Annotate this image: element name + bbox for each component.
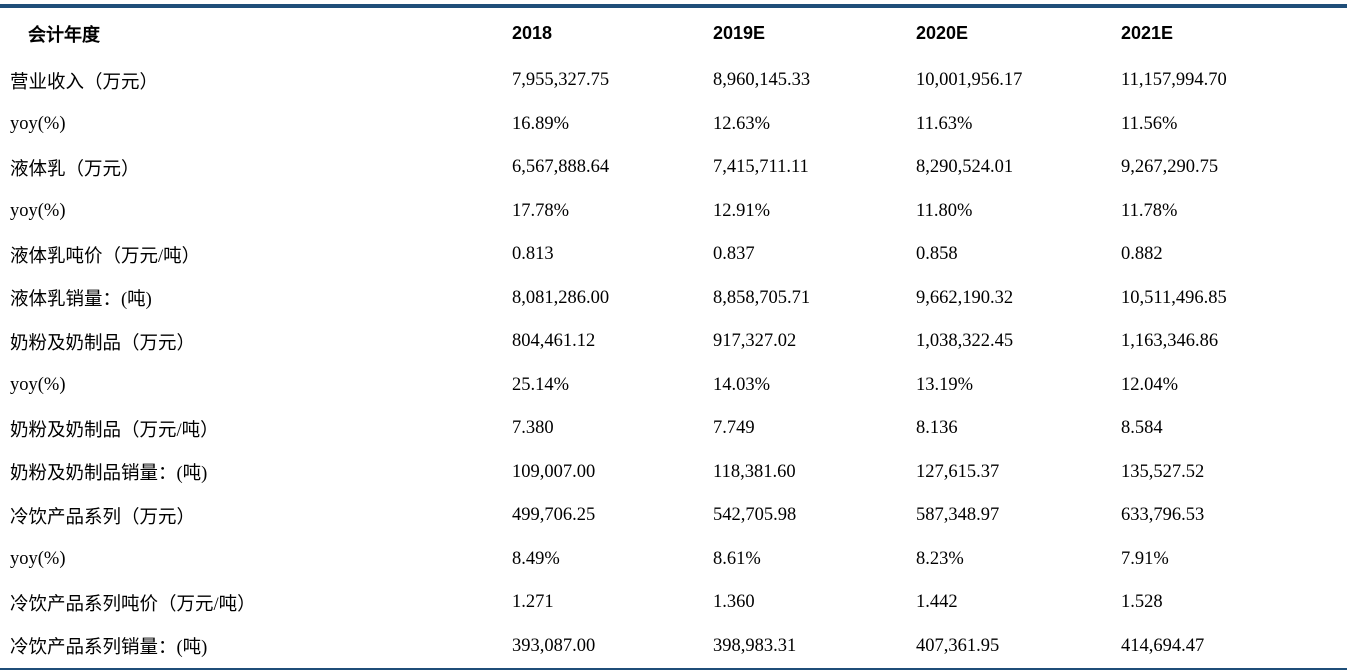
row-label: 奶粉及奶制品（万元/吨） xyxy=(10,420,219,441)
table-row: 奶粉及奶制品（万元/吨） 7.380 7.749 8.136 8.584 xyxy=(0,407,1347,451)
table-cell: 542,705.98 xyxy=(713,505,797,526)
row-label: 冷饮产品系列吨价（万元/吨） xyxy=(10,594,256,615)
table-cell: 16.89% xyxy=(512,113,570,134)
table-cell: 7,955,327.75 xyxy=(512,70,610,91)
row-label: 奶粉及奶制品（万元） xyxy=(10,333,196,354)
table-cell: 9,662,190.32 xyxy=(916,287,1014,308)
table-cell: 1.442 xyxy=(916,592,958,613)
table-cell: 414,694.47 xyxy=(1121,635,1205,656)
table-cell: 11.80% xyxy=(916,200,973,221)
table-header-row: 会计年度 2018 2019E 2020E 2021E xyxy=(0,8,1347,59)
table-cell: 499,706.25 xyxy=(512,505,596,526)
row-label: 冷饮产品系列（万元） xyxy=(10,507,196,528)
table-cell: 11.56% xyxy=(1121,113,1178,134)
row-label: yoy(%) xyxy=(10,113,66,134)
table-cell: 407,361.95 xyxy=(916,635,1000,656)
table-row: yoy(%) 17.78% 12.91% 11.80% 11.78% xyxy=(0,190,1347,234)
table-row: 液体乳销量：(吨) 8,081,286.00 8,858,705.71 9,662,1… xyxy=(0,277,1347,321)
table-cell: 11,157,994.70 xyxy=(1121,70,1227,91)
table-row: 奶粉及奶制品销量：(吨) 109,007.00 118,381.60 127,615.… xyxy=(0,451,1347,495)
row-label: 营业收入（万元） xyxy=(10,72,159,93)
table-row: 液体乳（万元） 6,567,888.64 7,415,711.11 8,290,524… xyxy=(0,146,1347,190)
table-cell: 118,381.60 xyxy=(713,461,796,482)
row-label: 液体乳销量：(吨) xyxy=(10,290,152,311)
table-row: 营业收入（万元） 7,955,327.75 8,960,145.33 10,001,9… xyxy=(0,59,1347,103)
row-label: yoy(%) xyxy=(10,548,66,569)
header-fiscal-year: 会计年度 xyxy=(28,24,100,45)
table-row: 冷饮产品系列（万元） 499,706.25 542,705.98 587,348.97… xyxy=(0,494,1347,538)
table-cell: 12.04% xyxy=(1121,374,1179,395)
table-row: 冷饮产品系列吨价（万元/吨） 1.271 1.360 1.442 1.528 xyxy=(0,581,1347,625)
table-cell: 12.91% xyxy=(713,200,771,221)
table-cell: 587,348.97 xyxy=(916,505,1000,526)
row-label: 液体乳吨价（万元/吨） xyxy=(10,246,201,267)
table-cell: 25.14% xyxy=(512,374,570,395)
table-cell: 14.03% xyxy=(713,374,771,395)
table-cell: 7.749 xyxy=(713,418,755,439)
table-cell: 1,038,322.45 xyxy=(916,331,1014,352)
table-cell: 10,511,496.85 xyxy=(1121,287,1227,308)
forecast-table: 会计年度 2018 2019E 2020E 2021E 营业收入（万元） 7,95… xyxy=(0,4,1347,670)
header-2021e: 2021E xyxy=(1121,23,1174,43)
table-cell: 0.858 xyxy=(916,244,958,265)
table-cell: 127,615.37 xyxy=(916,461,1000,482)
table-row: 冷饮产品系列销量：(吨) 393,087.00 398,983.31 407,361.… xyxy=(0,625,1347,669)
header-2018: 2018 xyxy=(512,23,553,43)
table-cell: 0.813 xyxy=(512,244,554,265)
row-label: 液体乳（万元） xyxy=(10,159,140,180)
table-cell: 7.380 xyxy=(512,418,554,439)
table-cell: 398,983.31 xyxy=(713,635,797,656)
table-cell: 10,001,956.17 xyxy=(916,70,1023,91)
table-cell: 7.91% xyxy=(1121,548,1169,569)
table-cell: 11.63% xyxy=(916,113,973,134)
table-cell: 8,960,145.33 xyxy=(713,70,811,91)
table-row: yoy(%) 8.49% 8.61% 8.23% 7.91% xyxy=(0,538,1347,582)
table-cell: 393,087.00 xyxy=(512,635,596,656)
table-cell: 0.837 xyxy=(713,244,755,265)
table-cell: 135,527.52 xyxy=(1121,461,1205,482)
table-cell: 1.528 xyxy=(1121,592,1163,613)
table-cell: 8.49% xyxy=(512,548,560,569)
table-cell: 8.61% xyxy=(713,548,761,569)
table-cell: 109,007.00 xyxy=(512,461,596,482)
table-cell: 804,461.12 xyxy=(512,331,596,352)
table-cell: 1,163,346.86 xyxy=(1121,331,1219,352)
header-2020e: 2020E xyxy=(916,23,969,43)
table-cell: 1.360 xyxy=(713,592,755,613)
table-cell: 11.78% xyxy=(1121,200,1178,221)
table-cell: 8.23% xyxy=(916,548,964,569)
row-label: 冷饮产品系列销量：(吨) xyxy=(10,638,208,659)
table-cell: 8,290,524.01 xyxy=(916,157,1014,178)
table-cell: 13.19% xyxy=(916,374,974,395)
table-cell: 633,796.53 xyxy=(1121,505,1205,526)
table-cell: 8.136 xyxy=(916,418,958,439)
table-cell: 1.271 xyxy=(512,592,554,613)
table-cell: 8,858,705.71 xyxy=(713,287,811,308)
row-label: 奶粉及奶制品销量：(吨) xyxy=(10,464,208,485)
table-row: yoy(%) 16.89% 12.63% 11.63% 11.56% xyxy=(0,103,1347,147)
row-label: yoy(%) xyxy=(10,374,66,395)
table-cell: 8,081,286.00 xyxy=(512,287,610,308)
table-row: 液体乳吨价（万元/吨） 0.813 0.837 0.858 0.882 xyxy=(0,233,1347,277)
row-label: yoy(%) xyxy=(10,200,66,221)
table-row: 奶粉及奶制品（万元） 804,461.12 917,327.02 1,038,322.… xyxy=(0,320,1347,364)
table-row: yoy(%) 25.14% 14.03% 13.19% 12.04% xyxy=(0,364,1347,408)
table-cell: 0.882 xyxy=(1121,244,1163,265)
table-cell: 12.63% xyxy=(713,113,771,134)
table-cell: 9,267,290.75 xyxy=(1121,157,1219,178)
table-cell: 6,567,888.64 xyxy=(512,157,610,178)
table-cell: 917,327.02 xyxy=(713,331,797,352)
table-cell: 8.584 xyxy=(1121,418,1163,439)
table-cell: 17.78% xyxy=(512,200,570,221)
table-cell: 7,415,711.11 xyxy=(713,157,809,178)
header-2019e: 2019E xyxy=(713,23,766,43)
table-body: 营业收入（万元） 7,955,327.75 8,960,145.33 10,001,9… xyxy=(0,59,1347,668)
